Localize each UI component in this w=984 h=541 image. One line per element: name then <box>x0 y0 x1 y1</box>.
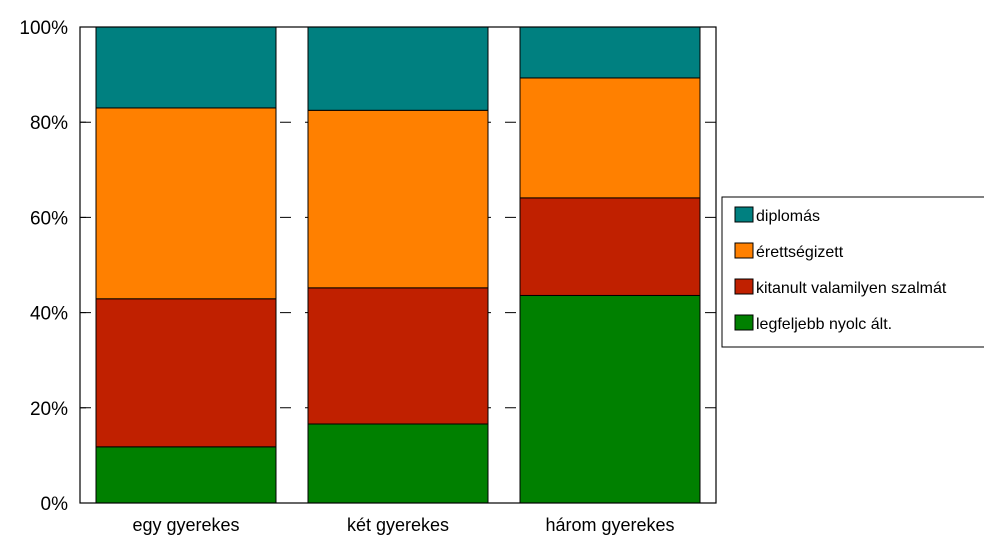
legend-swatch <box>734 278 754 295</box>
legend: diplomás érettségizett kitanult valamilyen… <box>721 196 984 348</box>
x-tick-label: három gyerekes <box>545 515 674 535</box>
y-tick-label: 60% <box>30 208 68 229</box>
legend-entry-label: érettségizett <box>756 244 844 261</box>
bar-segment <box>519 197 701 296</box>
y-tick-label: 100% <box>19 18 68 39</box>
plot-frame <box>79 26 717 504</box>
bar-segment <box>519 26 701 79</box>
y-tick-label: 80% <box>30 113 68 134</box>
legend-box <box>721 196 984 348</box>
x-axis: egy gyerekes két gyerekes három gyerekes <box>132 515 674 535</box>
bars <box>95 26 701 504</box>
legend-entry-label: diplomás <box>756 208 820 225</box>
legend-entry-label: kitanult valamilyen szalmát <box>756 280 947 297</box>
bar-segment <box>307 109 489 289</box>
x-tick-label: egy gyerekes <box>132 515 239 535</box>
legend-swatch <box>734 242 754 259</box>
bar-segment <box>519 294 701 504</box>
bar-segment <box>307 26 489 111</box>
bar-segment <box>519 77 701 199</box>
y-axis: 0% 20% 40% 60% 80% 100% <box>19 18 86 515</box>
legend-entry-label: legfeljebb nyolc ált. <box>756 316 892 333</box>
y-tick-label: 20% <box>30 399 68 420</box>
bar-segment <box>307 287 489 425</box>
bar-segment <box>95 107 277 300</box>
bar-segment <box>95 446 277 504</box>
legend-swatch <box>734 206 754 223</box>
y-tick-label: 0% <box>41 494 69 515</box>
y-tick-label: 40% <box>30 304 68 325</box>
bar-segment <box>95 298 277 448</box>
bar-segment <box>95 26 277 109</box>
x-tick-label: két gyerekes <box>347 515 449 535</box>
bar-segment <box>307 423 489 504</box>
legend-swatch <box>734 314 754 331</box>
